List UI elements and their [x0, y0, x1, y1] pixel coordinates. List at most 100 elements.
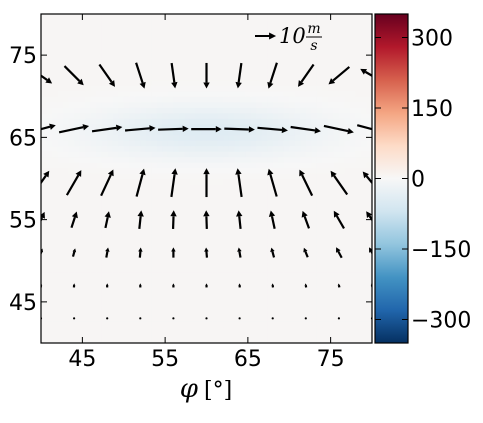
- heatmap-cell: [294, 244, 301, 251]
- heatmap-cell: [134, 68, 141, 75]
- heatmap-cell: [41, 244, 48, 251]
- heatmap-cell: [355, 282, 362, 289]
- heatmap-cell: [74, 145, 81, 152]
- heatmap-cell: [129, 68, 136, 75]
- heatmap-cell: [52, 52, 59, 59]
- heatmap-cell: [200, 30, 208, 37]
- heatmap-cell: [327, 189, 334, 196]
- heatmap-cell: [123, 74, 130, 81]
- heatmap-cell: [311, 315, 318, 322]
- heatmap-cell: [85, 326, 92, 333]
- heatmap-cell: [129, 162, 136, 169]
- heatmap-cell: [129, 337, 136, 343]
- heatmap-cell: [311, 156, 318, 163]
- heatmap-cell: [189, 151, 197, 158]
- heatmap-cell: [333, 321, 340, 328]
- heatmap-cell: [267, 145, 274, 152]
- heatmap-cell: [140, 178, 147, 185]
- heatmap-cell: [200, 304, 208, 311]
- heatmap-cell: [360, 52, 368, 59]
- heatmap-cell: [283, 277, 290, 284]
- heatmap-cell: [239, 249, 246, 256]
- heatmap-cell: [239, 101, 246, 108]
- heatmap-cell: [333, 266, 340, 273]
- heatmap-cell: [278, 304, 285, 311]
- colorbar-tick-label: −150: [411, 238, 471, 263]
- heatmap-cell: [267, 74, 274, 81]
- heatmap-cell: [217, 35, 224, 43]
- heatmap-cell: [234, 277, 241, 284]
- heatmap-cell: [41, 238, 48, 245]
- heatmap-cell: [156, 30, 163, 37]
- heatmap-cell: [57, 178, 64, 185]
- heatmap-cell: [156, 288, 163, 295]
- quiver-arrow: [268, 210, 276, 229]
- heatmap-cell: [41, 145, 48, 152]
- heatmap-cell: [228, 68, 235, 75]
- heatmap-cell: [344, 107, 351, 114]
- heatmap-cell: [90, 227, 97, 234]
- heatmap-cell: [57, 321, 64, 328]
- heatmap-cell: [57, 30, 64, 37]
- heatmap-cell: [189, 326, 197, 333]
- heatmap-cell: [234, 321, 241, 328]
- heatmap-cell: [360, 321, 368, 328]
- heatmap-cell: [278, 46, 285, 53]
- heatmap-cell: [239, 167, 246, 174]
- heatmap-cell: [223, 238, 230, 245]
- heatmap-cell: [333, 107, 340, 114]
- heatmap-cell: [41, 310, 48, 317]
- heatmap-cell: [90, 189, 97, 196]
- quiver-arrow: [304, 317, 307, 320]
- heatmap-cell: [322, 162, 329, 169]
- heatmap-cell: [173, 151, 180, 158]
- heatmap-cell: [305, 156, 312, 163]
- heatmap-cell: [239, 134, 246, 141]
- heatmap-cell: [250, 162, 257, 169]
- heatmap-cell: [366, 183, 372, 191]
- heatmap-cell: [46, 112, 53, 119]
- heatmap-cell: [184, 194, 191, 202]
- quiver-arrow: [337, 317, 340, 320]
- heatmap-cell: [173, 194, 180, 202]
- heatmap-cell: [173, 288, 180, 295]
- heatmap-cell: [316, 68, 323, 75]
- heatmap-cell: [283, 123, 290, 130]
- heatmap-cell: [250, 315, 257, 322]
- heatmap-cell: [173, 178, 180, 185]
- heatmap-cell: [52, 162, 59, 169]
- heatmap-cell: [223, 222, 230, 229]
- heatmap-cell: [145, 310, 152, 317]
- heatmap-cell: [316, 134, 323, 141]
- heatmap-cell: [206, 205, 213, 212]
- heatmap-cell: [283, 35, 290, 43]
- heatmap-cell: [206, 46, 213, 53]
- heatmap-cell: [239, 140, 246, 147]
- heatmap-cell: [333, 173, 340, 180]
- heatmap-cell: [228, 123, 235, 130]
- heatmap-cell: [322, 74, 329, 81]
- quiver-arrow: [203, 210, 210, 230]
- heatmap-cell: [212, 134, 219, 141]
- heatmap-cell: [344, 293, 351, 300]
- heatmap-cell: [189, 211, 197, 218]
- heatmap-cell: [123, 134, 130, 141]
- heatmap-cell: [96, 90, 103, 97]
- heatmap-cell: [184, 19, 191, 26]
- heatmap-cell: [311, 200, 318, 207]
- heatmap-cell: [123, 30, 130, 37]
- heatmap-cell: [283, 200, 290, 207]
- heatmap-cell: [195, 112, 202, 119]
- heatmap-cell: [327, 271, 334, 278]
- heatmap-cell: [316, 46, 323, 53]
- heatmap-cell: [261, 200, 268, 207]
- heatmap-cell: [151, 337, 158, 343]
- heatmap-cell: [366, 189, 372, 196]
- heatmap-cell: [68, 156, 75, 163]
- heatmap-cell: [189, 321, 197, 328]
- heatmap-cell: [101, 35, 108, 43]
- heatmap-cell: [294, 326, 301, 333]
- heatmap-cell: [272, 156, 279, 163]
- heatmap-cell: [239, 321, 246, 328]
- heatmap-cell: [289, 79, 296, 86]
